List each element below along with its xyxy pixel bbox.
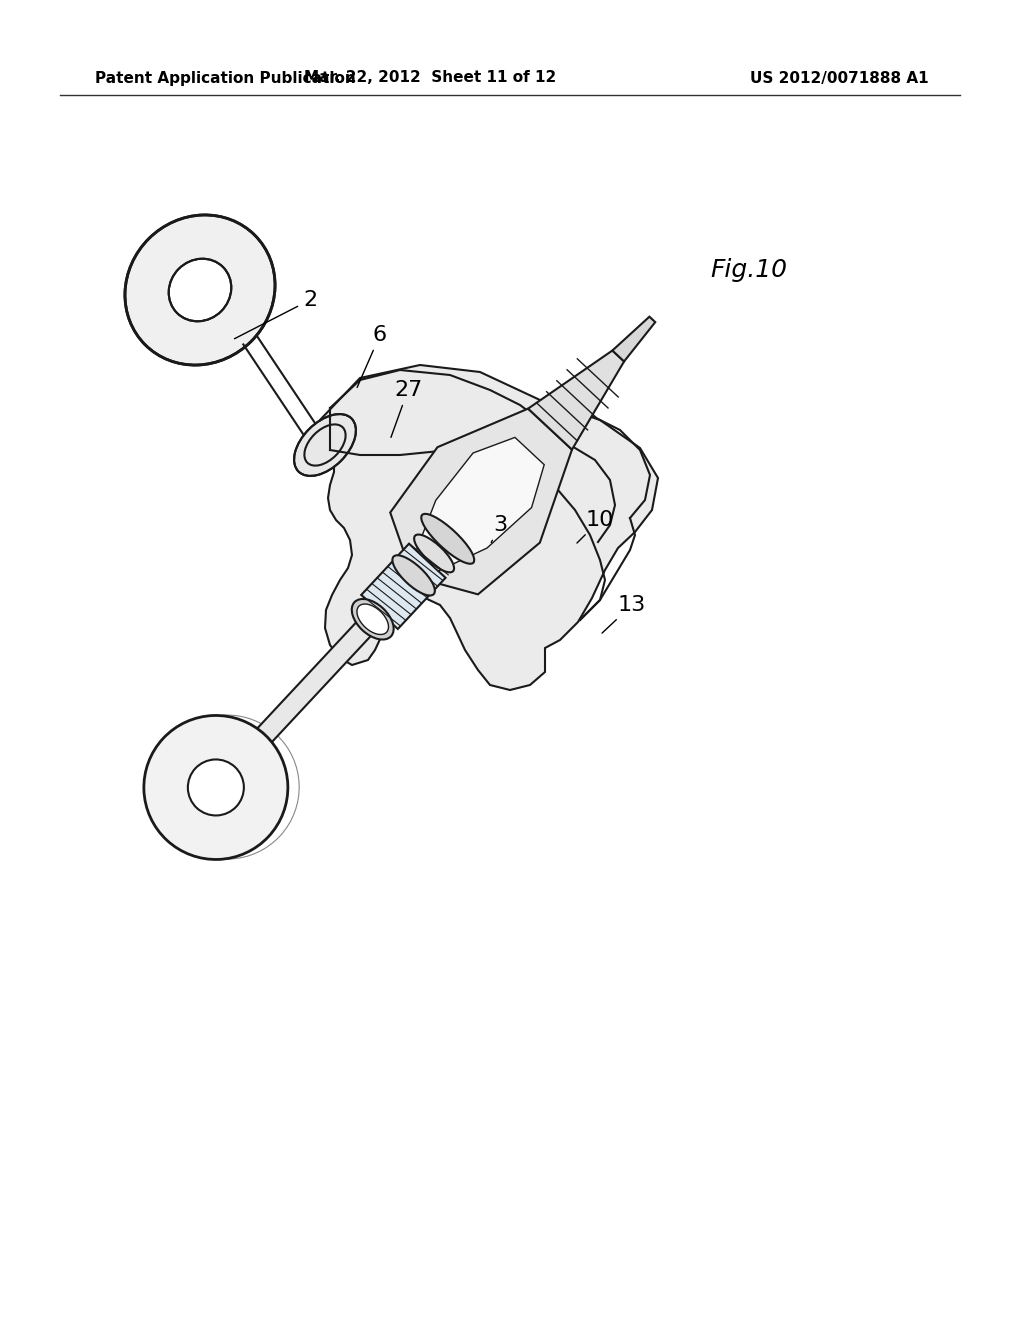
FancyBboxPatch shape [361,544,445,630]
Ellipse shape [392,556,435,595]
FancyBboxPatch shape [222,620,373,780]
Text: Fig.10: Fig.10 [710,257,787,282]
Text: Mar. 22, 2012  Sheet 11 of 12: Mar. 22, 2012 Sheet 11 of 12 [304,70,556,86]
Ellipse shape [294,414,356,477]
Polygon shape [417,437,544,572]
Text: 3: 3 [492,515,507,543]
Circle shape [187,759,244,816]
Ellipse shape [169,259,231,321]
Polygon shape [528,351,624,450]
Text: US 2012/0071888 A1: US 2012/0071888 A1 [750,70,929,86]
Ellipse shape [125,215,275,366]
Polygon shape [612,317,655,362]
Polygon shape [390,409,572,594]
Ellipse shape [357,605,388,635]
Ellipse shape [414,535,454,573]
Ellipse shape [421,513,474,564]
Text: 10: 10 [577,510,614,543]
Text: 13: 13 [602,595,646,634]
Text: Patent Application Publication: Patent Application Publication [95,70,355,86]
Text: 27: 27 [391,380,422,437]
Ellipse shape [352,599,393,639]
Circle shape [143,715,288,859]
Text: 2: 2 [234,290,317,339]
Text: 6: 6 [357,325,387,388]
Polygon shape [319,366,658,690]
